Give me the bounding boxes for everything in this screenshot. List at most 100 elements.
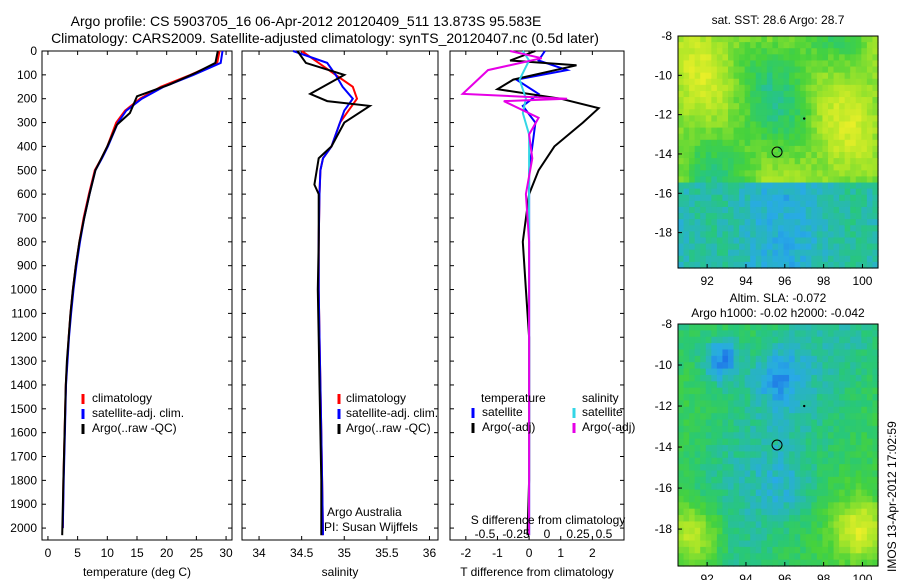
map-cell	[733, 60, 740, 68]
map-cell	[778, 534, 785, 542]
map-cell	[711, 324, 718, 331]
map-cell	[750, 115, 757, 123]
map-cell	[800, 464, 807, 472]
map-cell	[783, 515, 790, 523]
map-cell	[783, 261, 790, 269]
map-cell	[805, 559, 812, 567]
map-cell	[711, 109, 718, 116]
map-cell	[839, 374, 846, 382]
map-cell	[811, 194, 818, 202]
map-cell	[778, 387, 785, 395]
map-cell	[744, 84, 751, 92]
map-cell	[700, 139, 707, 147]
map-cell	[716, 176, 724, 184]
map-cell	[805, 336, 812, 344]
map-cell	[850, 48, 857, 55]
map-cell	[728, 133, 735, 141]
map-cell	[722, 483, 729, 491]
map-cell	[744, 255, 751, 263]
map-cell	[811, 381, 818, 389]
map-cell	[766, 343, 774, 351]
map-cell	[805, 438, 812, 446]
map-cell	[811, 374, 818, 382]
map-cell	[866, 115, 874, 123]
map-cell	[728, 66, 735, 74]
map-cell	[872, 188, 879, 196]
map-cell	[800, 194, 807, 202]
map-cell	[689, 261, 696, 269]
map-cell	[689, 508, 696, 516]
map-cell	[833, 60, 840, 68]
map-cell	[716, 231, 724, 239]
map-cell	[766, 158, 774, 165]
map-cell	[733, 349, 740, 357]
map-cell	[733, 343, 740, 351]
map-cell	[744, 72, 751, 80]
map-cell	[811, 534, 818, 542]
map-cell	[833, 438, 840, 446]
x-tick-label: 36	[423, 546, 437, 560]
map-cell	[861, 255, 868, 263]
map-cell	[783, 194, 790, 202]
map-cell	[728, 527, 735, 535]
map-cell	[828, 97, 835, 104]
map-cell	[750, 521, 757, 529]
x-tick-label: 2	[589, 546, 596, 560]
map-cell	[689, 355, 696, 363]
map-cell	[772, 152, 779, 159]
map-cell	[833, 84, 840, 92]
map-cell	[822, 213, 829, 220]
map-cell	[750, 355, 757, 363]
map-cell	[700, 54, 707, 62]
map-cell	[855, 152, 862, 159]
map-cell	[866, 103, 874, 110]
map-cell	[822, 521, 829, 529]
map-cell	[722, 419, 729, 427]
map-cell	[761, 48, 768, 55]
map-cell	[805, 66, 812, 74]
map-cell	[872, 394, 879, 402]
map-cell	[750, 515, 757, 523]
map-cell	[866, 72, 874, 80]
map-cell	[805, 553, 812, 561]
map-cell	[783, 109, 790, 116]
map-cell	[805, 121, 812, 129]
map-cell	[839, 103, 846, 110]
map-cell	[789, 330, 796, 338]
map-cell	[772, 394, 779, 402]
map-cell	[850, 483, 857, 491]
map-cell	[750, 381, 757, 389]
map-cell	[805, 255, 812, 263]
map-cell	[794, 457, 801, 465]
map-cell	[800, 133, 807, 141]
map-cell	[689, 200, 696, 208]
map-cell	[828, 36, 835, 43]
map-cell	[689, 445, 696, 452]
map-cell	[789, 374, 796, 382]
map-cell	[778, 546, 785, 554]
map-cell	[783, 255, 790, 263]
map-cell	[789, 127, 796, 135]
map-cell	[728, 170, 735, 178]
map-cell	[744, 368, 751, 376]
map-cell	[839, 553, 846, 561]
map-cell	[722, 42, 729, 49]
map-cell	[750, 546, 757, 554]
map-cell	[716, 84, 724, 92]
map-cell	[772, 84, 779, 92]
map-cell	[733, 54, 740, 62]
map-cell	[689, 483, 696, 491]
map-cell	[705, 451, 712, 459]
map-cell	[755, 330, 762, 338]
map-cell	[844, 103, 851, 110]
map-cell	[850, 489, 857, 497]
map-cell	[700, 261, 707, 269]
map-cell	[805, 48, 812, 55]
map-cell	[744, 413, 751, 421]
map-cell	[844, 213, 851, 220]
map-cell	[811, 249, 818, 257]
map-cell	[728, 451, 735, 459]
map-cell	[766, 546, 774, 554]
map-cell	[722, 225, 729, 232]
map-cell	[766, 176, 774, 184]
